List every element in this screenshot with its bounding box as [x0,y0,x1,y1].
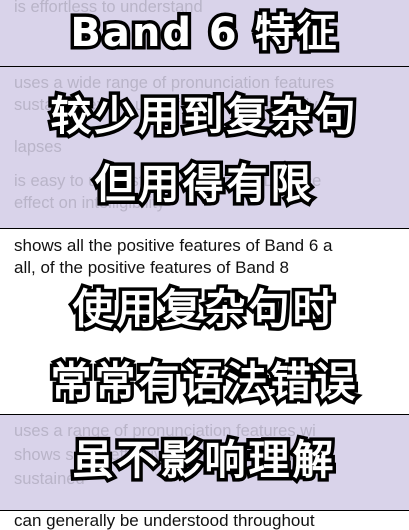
overlay-caption-line: 虽不影响理解 [69,433,337,488]
background-text-line: uses a wide range of pronunciation featu… [14,74,335,92]
background-text-line: shows all the positive features of Band … [14,236,333,255]
background-text-line: effect on intelligibility [14,194,166,212]
background-text-line: sustained [14,470,85,488]
table-band-top [0,0,409,228]
background-text-line: sustains flexible use of features, with … [14,96,318,114]
background-text-line: all, of the positive features of Band 8 [14,258,290,277]
table-rule [0,510,409,511]
table-rule [0,414,409,415]
overlay-title: Band 6 特征 [67,7,340,60]
background-text-line: uses a range of pronunciation features w… [14,422,316,440]
background-text-line: is effortless to understand [14,0,203,16]
background-text-line: is easy to understand throughout; L1 acc… [14,172,322,190]
overlay-caption-line: 但用得有限 [91,157,315,212]
background-text-line: can generally be understood throughout [14,511,315,530]
overlay-caption-line: 使用复杂句时 [69,282,337,337]
background-text-line: shows some effective use of features but [14,446,313,464]
overlay-caption-line: 较少用到复杂句 [47,89,359,144]
background-text-line: lapses [14,138,62,156]
table-rule [0,228,409,229]
table-band-bottom [0,415,409,510]
table-rule [0,66,409,67]
overlay-caption-line: 常常有语法错误 [47,355,359,410]
